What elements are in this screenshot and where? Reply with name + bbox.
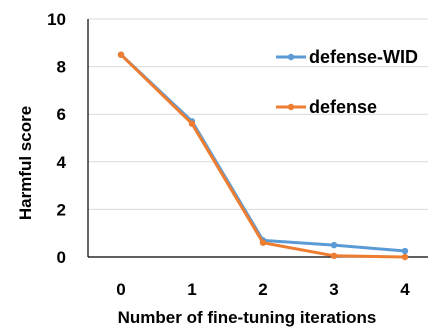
y-tick-label: 2 xyxy=(57,200,66,219)
series-line-defense-WID xyxy=(119,53,406,253)
data-point-defense-0 xyxy=(117,51,125,58)
x-axis-label: Number of fine-tuning iterations xyxy=(118,308,377,327)
data-point-defense-1 xyxy=(188,120,196,127)
series-lines xyxy=(117,51,409,261)
x-tick-label: 1 xyxy=(187,280,196,299)
data-point-defense-4 xyxy=(401,253,409,261)
y-tick-label: 0 xyxy=(57,248,66,267)
x-tick-label: 2 xyxy=(258,280,267,299)
data-point-defense-WID-3 xyxy=(330,241,338,249)
x-tick-label: 4 xyxy=(400,280,410,299)
x-tick-label: 3 xyxy=(329,280,338,299)
data-point-defense-2 xyxy=(259,239,267,246)
legend-label-defense-WID: defense-WID xyxy=(309,47,418,67)
legend-marker-defense xyxy=(287,103,295,111)
series-line-defense xyxy=(119,53,406,259)
gridlines xyxy=(88,18,428,210)
y-tick-labels: 0 2 4 6 8 10 xyxy=(47,10,66,267)
legend-label-defense: defense xyxy=(309,97,377,117)
x-tick-label: 0 xyxy=(116,280,125,299)
y-tick-label: 10 xyxy=(47,10,66,29)
y-axis-label: Harmful score xyxy=(16,106,35,220)
legend-marker-defense-WID xyxy=(287,53,295,61)
y-tick-label: 8 xyxy=(57,58,66,77)
legend: defense-WID defense xyxy=(276,47,418,117)
y-tick-label: 4 xyxy=(57,153,67,172)
y-tick-label: 6 xyxy=(57,105,66,124)
data-point-defense-WID-4 xyxy=(401,247,409,255)
x-tick-labels: 0 1 2 3 4 xyxy=(116,280,410,299)
data-point-defense-3 xyxy=(330,252,338,260)
